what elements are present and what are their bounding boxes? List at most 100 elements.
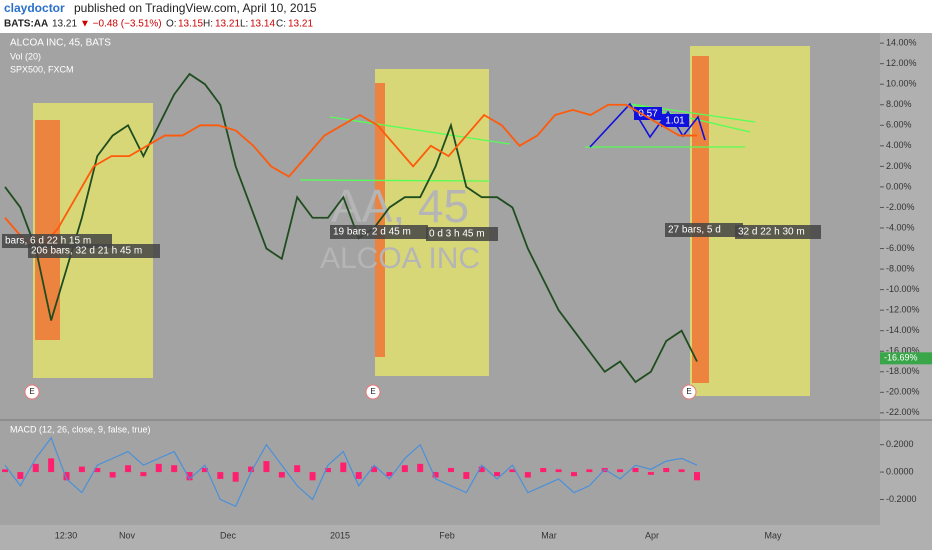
histogram-bar (309, 472, 316, 481)
y-tick-label: 0.00% (886, 181, 912, 191)
histogram-bar (678, 469, 685, 473)
histogram-bar (647, 472, 654, 475)
y-tick-label: 8.00% (886, 99, 912, 109)
y-tick-label: -14.00% (886, 325, 920, 335)
y-tick-label: -2.00% (886, 202, 915, 212)
series-line (4, 103, 697, 250)
y-tick-label: -12.00% (886, 305, 920, 315)
l-label: L: (240, 19, 248, 30)
annotation: bars, 6 d 22 h 15 m (5, 236, 91, 247)
legend: ALCOA INC, 45, BATS (10, 38, 111, 49)
annotation: 32 d 22 h 30 m (738, 227, 805, 238)
histogram-bar (63, 472, 70, 481)
annotation-bg (426, 227, 498, 241)
histogram-bar (632, 467, 639, 473)
symbol: BATS:AA (4, 19, 48, 30)
legend: MACD (12, 26, close, 9, false, true) (10, 424, 151, 434)
annotation: 27 bars, 5 d (668, 225, 721, 236)
earnings: E E E (24, 384, 697, 400)
h: 13.21 (215, 19, 240, 30)
earnings-label: E (29, 387, 34, 396)
y-tick-label: 10.00% (886, 79, 917, 89)
last: 13.21 (52, 19, 77, 30)
y-tick-label: -10.00% (886, 284, 920, 294)
histogram-bar (447, 467, 454, 473)
y-tick-label: -0.2000 (886, 494, 917, 504)
histogram-bar (478, 466, 485, 473)
pattern-label-bg (661, 114, 689, 127)
pattern (589, 102, 706, 148)
y-tick-label: 0.0000 (886, 466, 914, 476)
pattern-label: 0.57 (638, 109, 658, 120)
histogram-bar (278, 472, 285, 478)
pattern-label-bg (634, 107, 662, 120)
o: 13.15 (178, 19, 203, 30)
histogram-bar (125, 465, 132, 473)
x-tick-label: Mar (541, 530, 557, 540)
y-tick-label: 12.00% (886, 58, 917, 68)
histogram-bar (2, 469, 8, 473)
histogram-bar (217, 472, 224, 479)
histogram-bar (17, 472, 24, 479)
earnings-marker[interactable] (24, 384, 40, 400)
y-tick-label: 14.00% (886, 38, 917, 48)
histogram-bar (355, 472, 362, 479)
histogram-bar (555, 469, 562, 473)
earnings-marker[interactable] (681, 384, 697, 400)
earnings-label: E (370, 387, 375, 396)
time-zone (375, 69, 489, 376)
histogram-bar (48, 458, 55, 473)
histogram-bar (78, 466, 85, 473)
histogram-bar (32, 463, 39, 473)
change: ▼ −0.48 (−3.51%) (80, 19, 162, 30)
header-bg (0, 0, 932, 33)
histogram-bar (386, 472, 393, 477)
series-line (4, 72, 698, 384)
time-zone (692, 56, 709, 383)
histogram-bar (617, 469, 624, 473)
annotation: 0 d 3 h 45 m (429, 229, 485, 240)
earnings-marker[interactable] (365, 384, 381, 400)
y-tick-label: 0.2000 (886, 439, 914, 449)
last-price-label: -16.69% (884, 353, 918, 363)
histogram-bar (94, 467, 101, 473)
trendline (329, 116, 511, 145)
last-price-bg (880, 352, 932, 365)
c: 13.21 (288, 19, 313, 30)
histogram-bar (509, 469, 516, 473)
y-tick-label: 2.00% (886, 161, 912, 171)
legend: Vol (20) (10, 51, 41, 61)
histogram-bar (186, 472, 193, 481)
histogram-bar (340, 462, 347, 473)
annotation: 206 bars, 32 d 21 h 45 m (31, 246, 142, 257)
c-label: C: (276, 19, 286, 30)
histogram-bar (140, 472, 147, 477)
legend: SPX500, FXCM (10, 64, 74, 74)
x-tick-label: Feb (439, 530, 455, 540)
histogram-bar (540, 467, 547, 473)
y-tick-label: 6.00% (886, 120, 912, 130)
histogram-bar (570, 472, 577, 477)
author[interactable]: claydoctor (4, 1, 65, 15)
x-tick-label: May (764, 530, 782, 540)
time-axis-bg (0, 525, 880, 550)
trendline (299, 179, 491, 182)
time-zone (690, 46, 810, 396)
x-tick-label: Dec (220, 530, 237, 540)
x-tick-label: Apr (645, 530, 659, 540)
annotation-bg (735, 225, 821, 239)
published: published on TradingView.com, April 10, … (74, 1, 317, 15)
earnings-label: E (686, 387, 691, 396)
histogram-bar (248, 466, 255, 473)
histogram-bar (401, 465, 408, 473)
histogram-bar (524, 472, 531, 478)
l: 13.14 (250, 19, 275, 30)
y-tick-label: 4.00% (886, 140, 912, 150)
y-tick-label: -4.00% (886, 222, 915, 232)
annotation: 19 bars, 2 d 45 m (333, 227, 411, 238)
histogram-bar (109, 472, 116, 478)
histogram-bar (417, 463, 424, 473)
annotation-bg (665, 223, 743, 237)
histogram-bar (694, 472, 700, 481)
